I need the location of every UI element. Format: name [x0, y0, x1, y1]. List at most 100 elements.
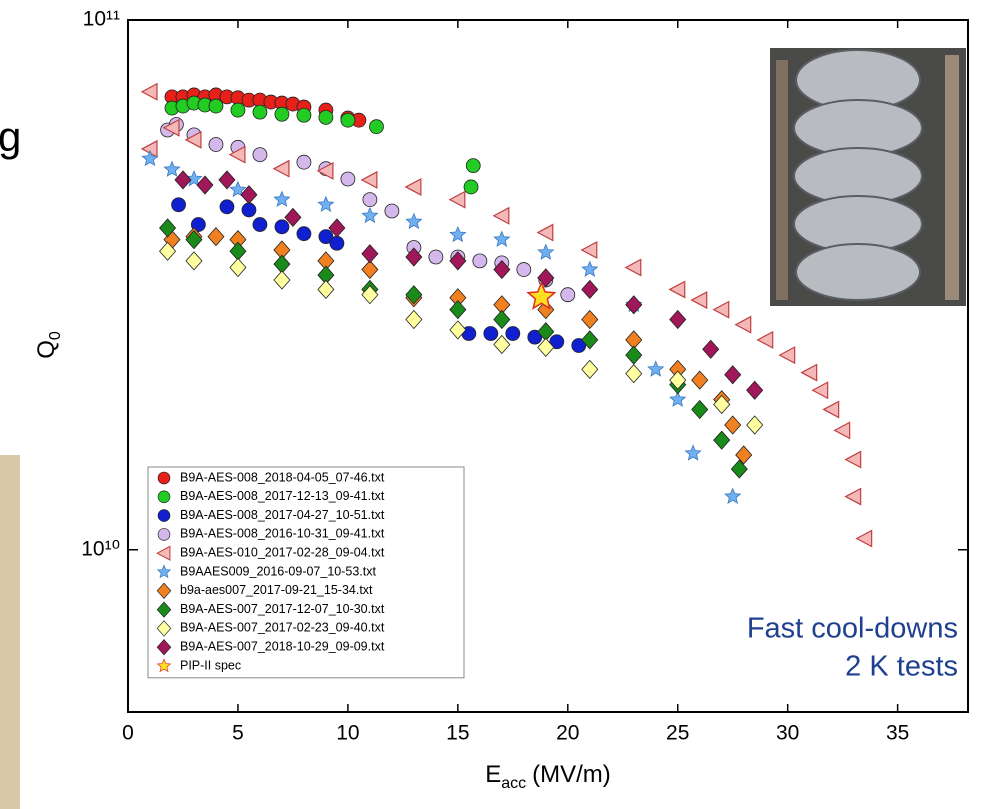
point	[272, 159, 290, 178]
point	[185, 251, 203, 271]
point	[702, 339, 720, 359]
point	[140, 82, 158, 101]
legend-label: B9A-AES-007_2017-12-07_10-30.txt	[180, 602, 385, 616]
point	[811, 381, 829, 400]
legend-label: B9A-AES-010_2017-02-28_09-04.txt	[180, 545, 385, 559]
legend-marker	[156, 620, 172, 637]
point	[822, 400, 840, 419]
legend-label: b9a-aes007_2017-09-21_15-34.txt	[180, 583, 373, 597]
point	[463, 179, 479, 195]
y-tick-label: 10¹¹	[83, 8, 120, 31]
point	[274, 219, 290, 235]
legend-marker	[156, 545, 171, 561]
point	[229, 180, 247, 198]
point	[360, 170, 378, 189]
point	[449, 225, 467, 243]
x-tick-label: 5	[232, 722, 244, 745]
legend-marker	[157, 528, 171, 541]
point	[404, 177, 422, 196]
point	[724, 487, 742, 504]
legend-label: B9A-AES-007_2018-10-29_09-09.txt	[180, 639, 385, 653]
point	[230, 102, 246, 118]
point	[560, 287, 576, 303]
point	[536, 223, 554, 242]
x-axis-label-main: E	[485, 761, 501, 788]
legend-marker	[156, 601, 172, 618]
point	[691, 370, 709, 390]
point	[669, 390, 687, 407]
point	[159, 241, 177, 261]
point	[505, 326, 521, 341]
point	[581, 359, 599, 380]
legend-label: PIP-II spec	[180, 658, 241, 672]
point	[361, 285, 379, 305]
series	[526, 281, 557, 310]
series	[159, 241, 764, 435]
point	[724, 365, 742, 385]
series	[160, 117, 576, 303]
point	[252, 147, 268, 163]
x-tick-label: 0	[122, 722, 134, 745]
point	[207, 227, 225, 247]
point	[185, 230, 203, 250]
annotation: 2 K tests	[845, 651, 958, 683]
point	[449, 320, 467, 340]
point	[218, 170, 236, 190]
point	[571, 338, 587, 353]
x-tick-label: 15	[446, 722, 469, 745]
point	[625, 345, 643, 365]
point	[493, 334, 511, 355]
point	[369, 119, 384, 135]
point	[549, 334, 565, 350]
legend-marker	[156, 582, 172, 599]
point	[196, 175, 214, 195]
point	[581, 330, 599, 350]
point	[493, 259, 511, 280]
legend-label: B9A-AES-008_2017-04-27_10-51.txt	[180, 508, 385, 522]
point	[691, 399, 709, 420]
point	[208, 98, 224, 114]
y-tick-label: 10¹⁰	[81, 537, 120, 560]
point	[625, 364, 643, 384]
point	[527, 329, 543, 345]
point	[730, 459, 748, 479]
point	[208, 137, 224, 152]
legend-marker	[156, 658, 172, 673]
point	[273, 190, 291, 207]
point	[405, 309, 423, 330]
point	[483, 326, 499, 341]
legend-marker	[157, 509, 171, 522]
legend-marker	[157, 490, 171, 504]
inset-photo	[770, 48, 966, 306]
point	[384, 203, 400, 219]
point	[581, 309, 599, 330]
point	[317, 279, 335, 300]
series	[174, 170, 764, 400]
point	[361, 259, 379, 280]
plot-frame	[127, 19, 969, 713]
series	[140, 82, 873, 548]
point	[316, 161, 334, 180]
point	[465, 158, 481, 174]
x-tick-label: 35	[886, 722, 909, 745]
point	[669, 370, 687, 390]
point	[778, 346, 796, 365]
series	[159, 218, 748, 479]
point	[647, 360, 665, 377]
point	[492, 206, 510, 225]
legend-label: B9A-AES-008_2018-04-05_07-46.txt	[180, 470, 385, 484]
point	[405, 247, 423, 267]
point	[537, 300, 555, 320]
annotation: Fast cool-downs	[747, 613, 958, 645]
point	[690, 291, 708, 310]
point	[746, 380, 764, 400]
point	[746, 415, 764, 435]
point	[329, 235, 345, 251]
point	[734, 315, 752, 334]
point	[493, 309, 511, 330]
point	[171, 197, 186, 213]
y-axis-label: Q0	[33, 331, 64, 359]
legend-marker	[156, 564, 172, 579]
point	[713, 430, 731, 450]
